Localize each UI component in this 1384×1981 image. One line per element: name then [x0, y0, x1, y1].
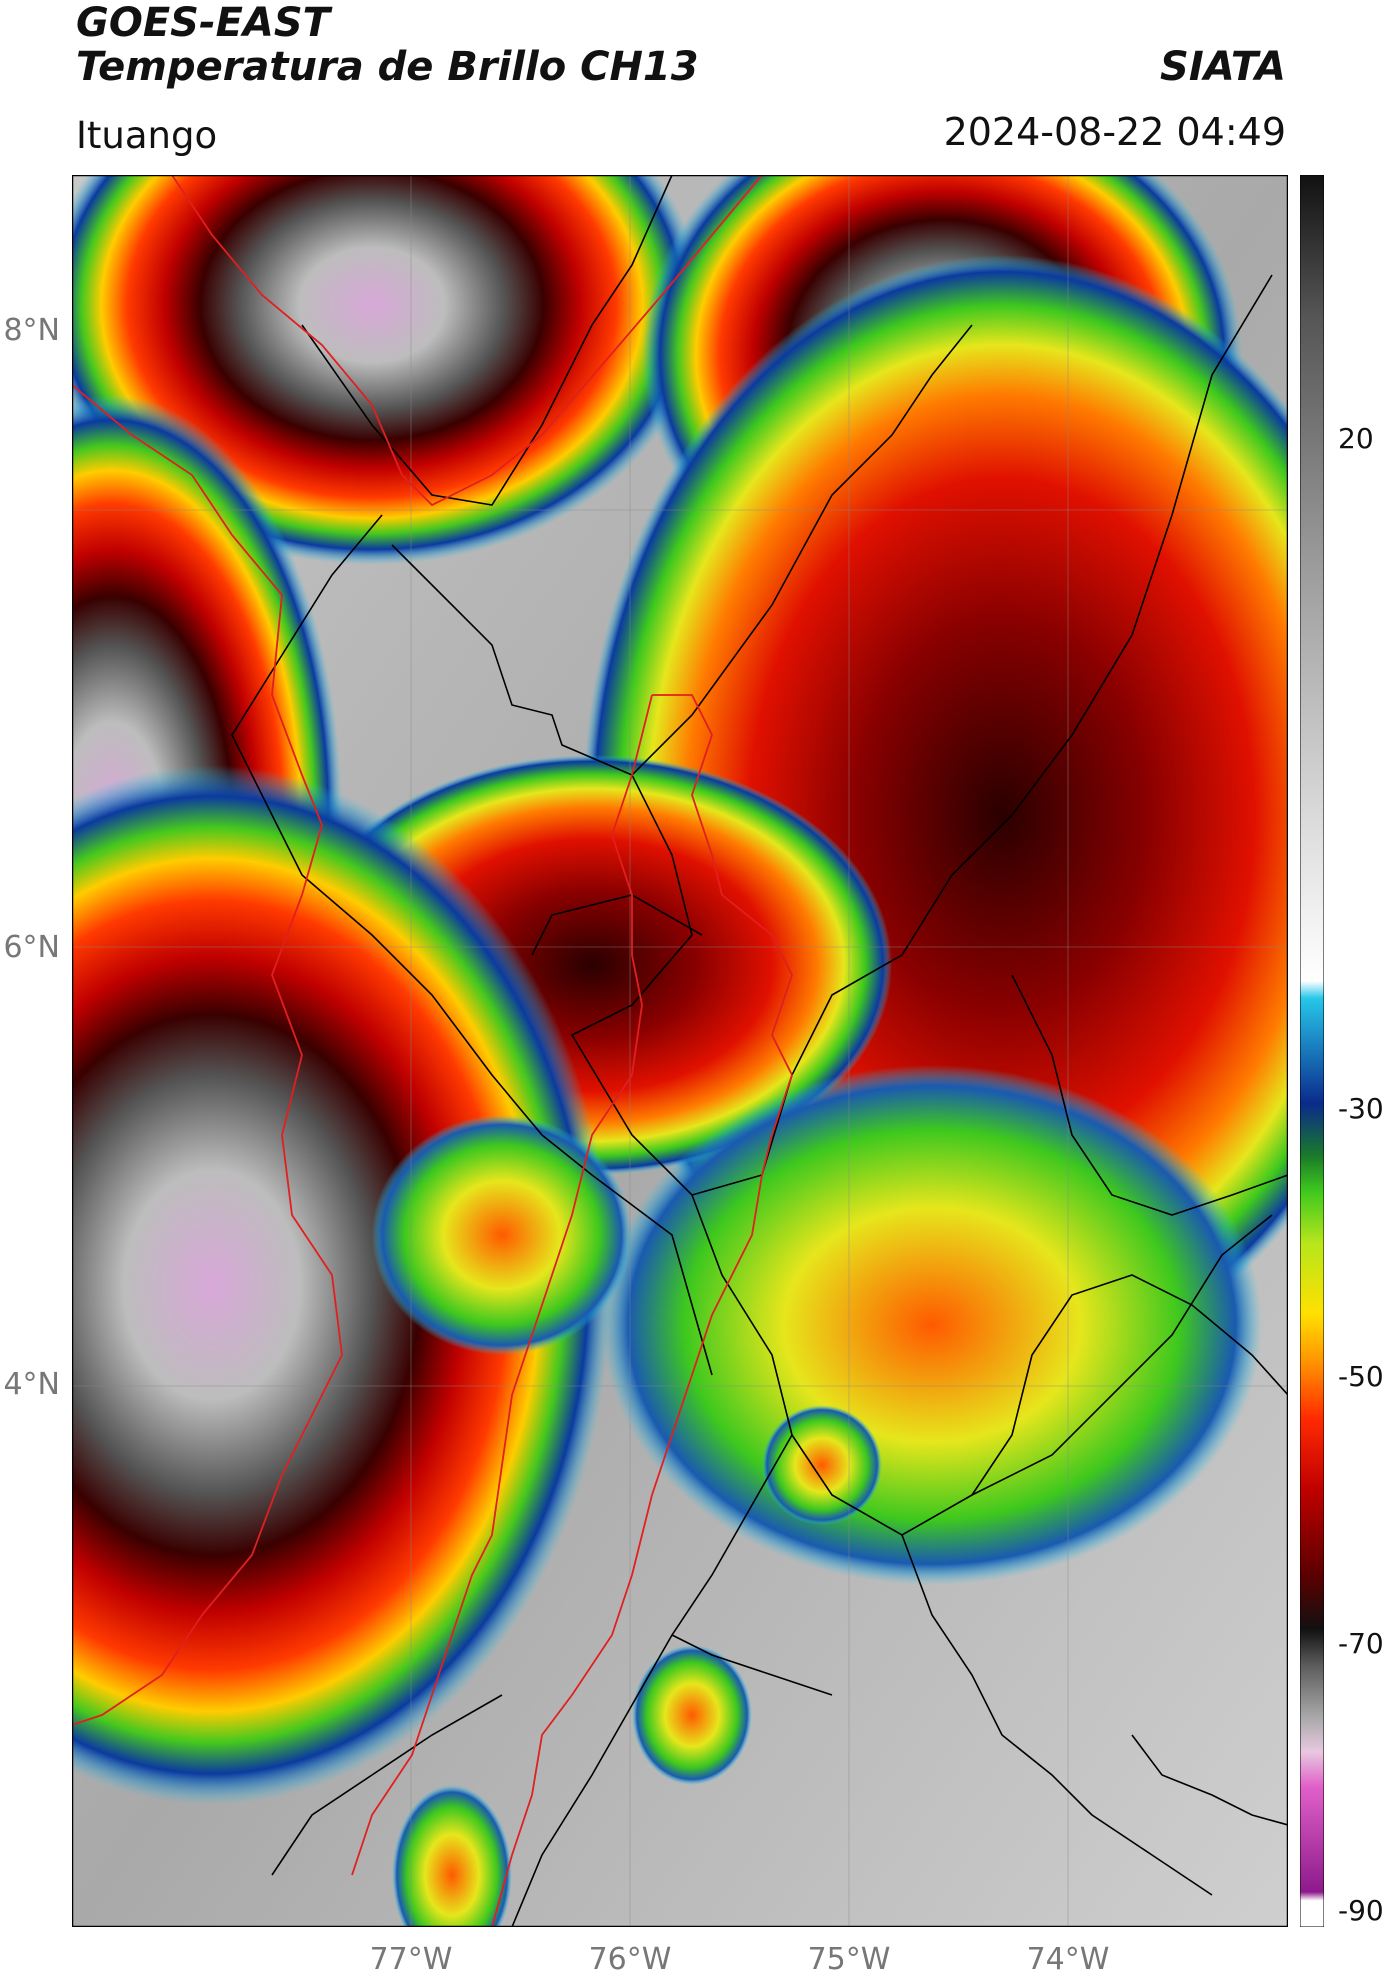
- lon-label-76w: 76°W: [588, 1942, 672, 1977]
- lon-label-77w: 77°W: [369, 1942, 453, 1977]
- timestamp-label: 2024-08-22 04:49: [943, 110, 1286, 154]
- temperature-colorbar: [1300, 175, 1324, 1927]
- colorbar-label-minus70: -70: [1338, 1627, 1384, 1660]
- product-title: Temperatura de Brillo CH13: [76, 44, 699, 90]
- lon-label-74w: 74°W: [1026, 1942, 1110, 1977]
- brightness-temperature-map: [72, 175, 1288, 1927]
- region-outline: [72, 175, 793, 1927]
- department-borders: [231, 175, 1288, 1927]
- lat-label-8n: 8°N: [3, 313, 60, 348]
- colorbar-label-minus30: -30: [1338, 1092, 1384, 1125]
- colorbar-label-minus50: -50: [1338, 1360, 1384, 1393]
- colorbar-fill: [1300, 175, 1324, 1927]
- storm-cell-small-2: [392, 1785, 512, 1927]
- lat-label-4n: 4°N: [3, 1367, 60, 1402]
- graticule: [72, 175, 1288, 1927]
- colorbar-label-20: 20: [1338, 422, 1374, 455]
- storm-cell-small-3: [762, 1405, 882, 1525]
- colorbar-label-minus90: -90: [1338, 1894, 1384, 1927]
- lat-label-6n: 6°N: [3, 930, 60, 965]
- brand-label: SIATA: [1160, 44, 1286, 90]
- storm-cell-small-1: [632, 1645, 752, 1785]
- map-frame: [72, 175, 1288, 1927]
- location-label: Ituango: [76, 114, 218, 157]
- satellite-title: GOES-EAST: [76, 0, 330, 46]
- lon-label-75w: 75°W: [807, 1942, 891, 1977]
- storm-cell-coast: [372, 1115, 632, 1355]
- storm-cell-south-central: [602, 1065, 1262, 1585]
- storm-cell-southwest: [72, 765, 612, 1805]
